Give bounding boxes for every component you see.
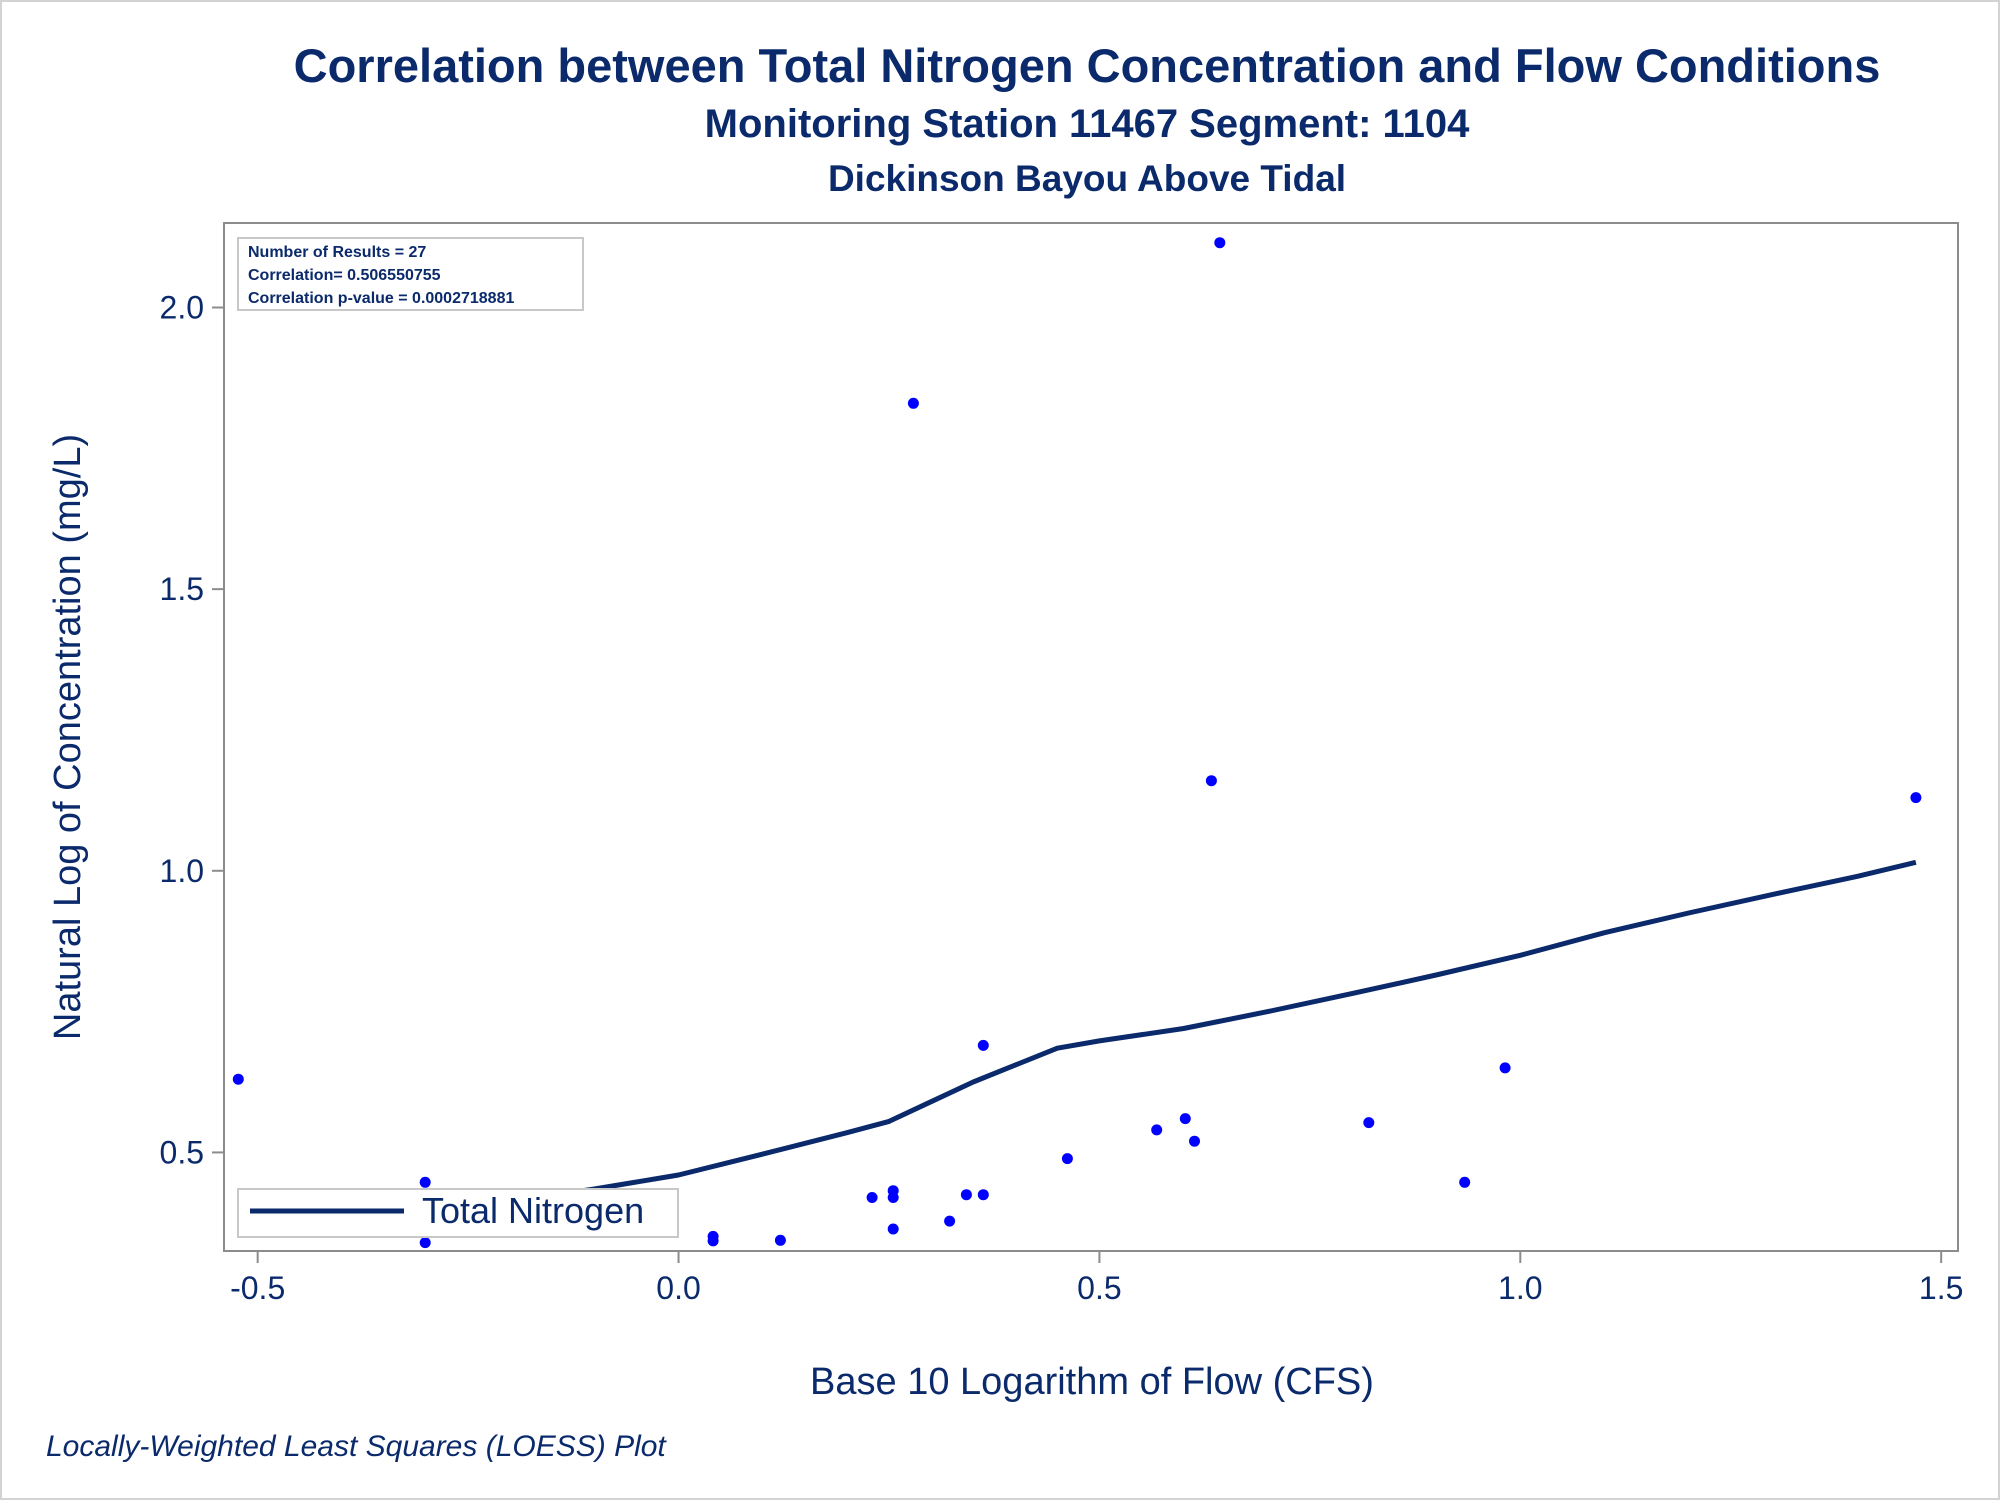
data-point: [1459, 1176, 1471, 1188]
legend-label-total-nitrogen: Total Nitrogen: [422, 1190, 644, 1231]
chart-subtitle-2: Dickinson Bayou Above Tidal: [827, 158, 1347, 199]
data-point: [419, 1176, 431, 1188]
data-point: [232, 1073, 244, 1085]
data-point: [887, 1192, 899, 1203]
chart-subtitle: Monitoring Station 11467 Segment: 1104: [704, 102, 1470, 146]
data-point: [1179, 1113, 1191, 1125]
data-points: [232, 237, 1922, 1249]
scatter-plot: -0.5 0.0 0.5 1.0 1.5 0.5 1.0 1.5 2.0 Base 10 Lo…: [47, 222, 1963, 1403]
footnote: Locally-Weighted Least Squares (LOESS) P…: [46, 1430, 666, 1463]
x-axis: -0.5 0.0 0.5 1.0 1.5: [230, 1251, 1963, 1306]
data-point: [1151, 1124, 1163, 1136]
data-point: [1205, 775, 1217, 787]
stats-inset: Number of Results = 27 Correlation= 0.50…: [237, 237, 584, 311]
legend: Total Nitrogen: [237, 1188, 679, 1238]
data-point: [960, 1189, 972, 1201]
plot-area-border: [223, 222, 1959, 1252]
y-axis-label: Natural Log of Concentration (mg/L): [47, 434, 89, 1040]
y-tick-label: 2.0: [160, 289, 204, 325]
data-point: [887, 1223, 899, 1235]
x-tick-label: 0.5: [1077, 1270, 1121, 1306]
stats-box: [237, 237, 584, 311]
chart-title: Correlation between Total Nitrogen Conce…: [293, 39, 1881, 92]
y-tick-label: 0.5: [160, 1134, 204, 1170]
data-point: [977, 1189, 989, 1201]
data-point: [1061, 1153, 1073, 1165]
x-tick-label: 0.0: [656, 1270, 700, 1306]
data-point: [1189, 1135, 1200, 1147]
data-point: [944, 1215, 956, 1227]
loess-fit-line: [240, 859, 1917, 1236]
x-tick-label: 1.5: [1919, 1270, 1963, 1306]
data-point: [774, 1234, 786, 1246]
data-point: [1214, 237, 1226, 249]
data-point: [707, 1235, 719, 1247]
y-axis: 0.5 1.0 1.5 2.0: [160, 289, 224, 1170]
y-tick-label: 1.5: [160, 571, 204, 607]
stats-number-of-results: Number of Results = 27: [248, 244, 426, 261]
x-tick-label: -0.5: [230, 1270, 285, 1306]
data-point: [1910, 792, 1922, 804]
x-tick-label: 1.0: [1498, 1270, 1542, 1306]
data-point: [907, 397, 919, 409]
data-point: [1499, 1062, 1511, 1074]
x-axis-label: Base 10 Logarithm of Flow (CFS): [810, 1361, 1374, 1403]
plot-marks: [232, 237, 1922, 1249]
data-point: [419, 1237, 431, 1249]
stats-p-value: Correlation p-value = 0.0002718881: [248, 290, 514, 307]
data-point: [866, 1192, 878, 1203]
y-tick-label: 1.0: [160, 853, 204, 889]
data-point: [977, 1039, 989, 1051]
stats-correlation: Correlation= 0.506550755: [248, 267, 441, 284]
data-point: [1363, 1117, 1375, 1129]
